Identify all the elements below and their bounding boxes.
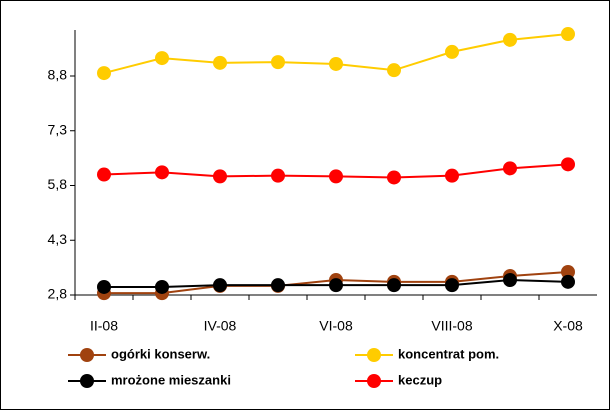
y-tick-label: 8,8 [48, 67, 68, 83]
data-point [387, 278, 401, 293]
data-point [503, 273, 517, 288]
data-point [97, 167, 111, 182]
data-point [155, 51, 169, 66]
data-point [387, 170, 401, 185]
x-tick-label: II-08 [90, 318, 118, 334]
data-point [213, 169, 227, 184]
data-point [155, 279, 169, 294]
legend-label: mrożone mieszanki [111, 372, 231, 387]
data-point [97, 66, 111, 81]
y-tick-label: 5,8 [48, 176, 68, 192]
data-point [561, 265, 575, 280]
legend-label: ogórki konserw. [111, 346, 210, 361]
data-point [271, 168, 285, 183]
data-point [445, 278, 459, 293]
data-point [271, 55, 285, 70]
legend-label: koncentrat pom. [398, 346, 499, 361]
data-point [503, 32, 517, 47]
legend-marker [80, 374, 94, 388]
y-tick-label: 7,3 [48, 121, 68, 137]
data-point [213, 55, 227, 70]
data-point [561, 274, 575, 289]
data-point [561, 157, 575, 172]
data-point [271, 278, 285, 293]
x-tick-label: X-08 [553, 318, 583, 334]
data-point [329, 278, 343, 293]
data-point [387, 63, 401, 78]
data-point [329, 169, 343, 184]
data-point [561, 27, 575, 42]
data-point [329, 56, 343, 71]
x-tick-label: IV-08 [204, 318, 237, 334]
legend-marker [80, 348, 94, 362]
data-point [445, 168, 459, 183]
data-point [155, 165, 169, 180]
legend-marker [367, 374, 381, 388]
data-point [445, 44, 459, 59]
x-tick-label: VI-08 [319, 318, 353, 334]
y-tick-label: 4,3 [48, 231, 68, 247]
data-point [213, 278, 227, 293]
data-point [503, 161, 517, 176]
data-point [97, 279, 111, 294]
legend-label: keczup [398, 372, 442, 387]
x-tick-label: VIII-08 [431, 318, 472, 334]
legend-marker [367, 348, 381, 362]
y-tick-label: 2,8 [48, 286, 68, 302]
